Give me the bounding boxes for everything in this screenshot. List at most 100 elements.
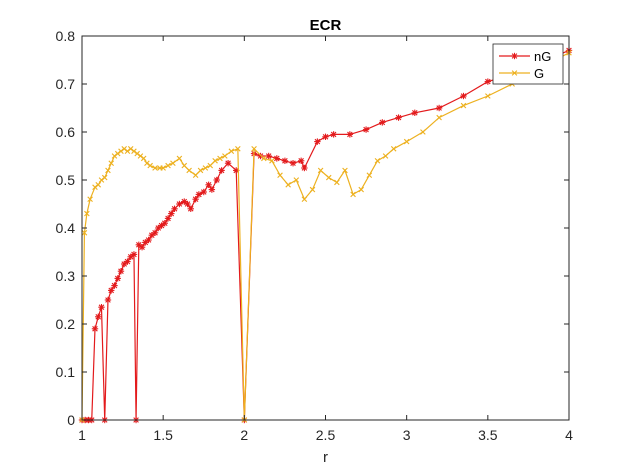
x-axis: 1 1.5 2 2.5 3 3.5 4 [78,36,573,443]
data-point-nG [301,164,308,172]
data-point-G [118,148,124,154]
data-point-nG [168,210,175,217]
data-point-G [111,153,118,159]
data-point-G [147,162,153,169]
legend-item-nG: nG [499,49,551,64]
data-point-G [251,146,257,152]
legend: nG G [492,43,564,85]
data-point-nG [205,181,212,188]
data-point-nG [362,126,370,133]
data-point-G [101,174,108,181]
data-point-nG [314,138,321,145]
data-point-G [460,102,467,109]
legend-item-G: G [499,66,544,81]
data-point-G [235,146,241,152]
y-tick-label: 0.8 [56,28,76,44]
y-tick-label: 0.2 [56,316,76,332]
data-point-nG [265,152,272,160]
data-point-nG [224,160,232,167]
data-point-G [181,162,188,169]
data-point-G [105,167,111,174]
data-point-nG [158,222,165,229]
data-point-nG [142,239,149,246]
data-point-nG [121,260,128,268]
data-point-nG [187,205,194,212]
data-point-nG [297,157,305,164]
data-point-G [121,146,127,152]
data-point-nG [148,232,156,239]
data-point-G [176,155,183,162]
legend-marker [511,52,518,60]
data-point-G [325,174,332,181]
series-layer [78,47,573,424]
data-point-G [81,230,88,236]
x-tick-label: 2.5 [316,427,336,443]
data-point-nG [289,160,297,167]
data-point-nG [176,200,183,208]
data-point-nG [322,133,329,140]
data-point-nG [127,253,134,260]
data-point-G [108,160,115,166]
y-tick-label: 0.6 [56,124,76,140]
data-point-G [436,114,442,121]
data-point-nG [117,268,125,275]
data-point-nG [200,188,207,196]
data-point-G [217,155,223,162]
x-tick-label: 3 [403,427,411,443]
data-point-G [84,210,90,217]
data-point-nG [411,109,418,116]
data-point-G [261,155,267,162]
data-point-G [212,158,218,164]
data-point-nG [435,104,443,112]
chart-title: ECR [310,17,342,34]
data-point-G [170,160,176,166]
data-point-nG [484,78,492,85]
data-point-G [366,172,373,178]
y-tick-label: 0.4 [56,220,76,236]
y-axis: 0 0.1 0.2 0.3 0.4 0.5 0.6 0.7 0.8 [56,28,569,428]
data-point-G [124,148,131,154]
data-point-nG [273,155,280,162]
data-point-G [127,146,134,152]
data-point-G [228,148,235,154]
data-point-nG [218,167,225,174]
data-point-G [403,138,410,145]
legend-box [492,43,564,85]
data-point-nG [330,131,337,138]
data-point-G [144,160,150,166]
data-point-nG [213,176,220,184]
data-point-G [87,196,93,202]
data-point-G [92,184,98,190]
data-point-nG [192,196,199,203]
y-tick-label: 0.7 [56,76,76,92]
data-point-G [134,150,140,157]
data-point-G [309,186,316,193]
data-point-nG [171,205,178,212]
data-point-G [222,153,228,159]
data-point-G [95,182,102,188]
x-tick-label: 1.5 [153,427,173,443]
x-tick-label: 3.5 [478,427,498,443]
data-point-nG [111,282,118,289]
data-point-nG [124,258,131,265]
data-point-G [114,150,121,157]
data-point-nG [395,114,402,121]
data-point-G [342,167,348,174]
data-point-G [301,196,308,202]
x-tick-label: 1 [78,427,86,443]
data-point-nG [195,191,203,198]
data-point-G [293,177,300,183]
data-point-nG [135,241,143,248]
data-point-G [207,162,214,169]
data-point-G [334,179,340,186]
data-point-G [152,165,158,171]
data-point-G [192,172,199,178]
series-G [79,50,572,423]
data-point-G [269,158,275,164]
y-tick-label: 0 [67,412,75,428]
legend-label: G [534,66,544,81]
data-point-G [137,153,144,159]
data-point-nG [138,244,146,251]
data-point-nG [184,200,191,208]
